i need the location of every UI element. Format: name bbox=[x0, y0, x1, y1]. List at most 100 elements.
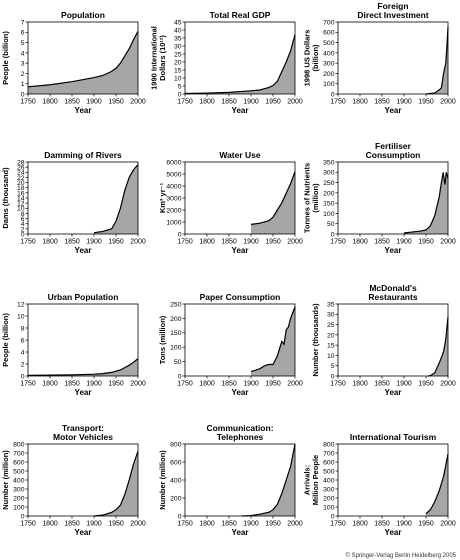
y-tick-label: 6 bbox=[21, 216, 25, 223]
y-axis-label: Number (million) bbox=[158, 450, 167, 510]
x-tick-label: 1850 bbox=[221, 99, 237, 106]
y-tick-label: 1000 bbox=[166, 219, 181, 226]
y-tick-label: 1 bbox=[21, 81, 25, 88]
series-line bbox=[250, 306, 296, 373]
x-tick-label: 1850 bbox=[374, 99, 390, 106]
y-tick-label: 0 bbox=[21, 231, 25, 238]
chart-title: Restaurants bbox=[368, 292, 417, 302]
x-axis-label: Year bbox=[232, 528, 249, 537]
x-tick-label: 2000 bbox=[287, 99, 303, 106]
area-fill bbox=[251, 171, 295, 234]
x-tick-label: 2000 bbox=[440, 381, 456, 388]
chart-title: Transport: bbox=[62, 423, 104, 433]
x-tick-label: 1950 bbox=[108, 239, 124, 246]
x-tick-label: 1900 bbox=[86, 521, 102, 528]
y-tick-label: 400 bbox=[323, 50, 335, 57]
y-tick-label: 0 bbox=[331, 513, 335, 520]
y-tick-label: 6 bbox=[21, 30, 25, 37]
chart-panel-7: Urban Population 1750 1800 1850 1900 1950 2000… bbox=[1, 292, 146, 397]
x-axis-label: Year bbox=[75, 388, 92, 397]
x-tick-label: 1950 bbox=[265, 381, 281, 388]
y-axis-label: Arrivals: bbox=[303, 465, 312, 495]
y-tick-label: 15 bbox=[174, 67, 182, 74]
x-tick-label: 1800 bbox=[42, 99, 58, 106]
y-tick-label: 250 bbox=[170, 301, 182, 308]
series-line bbox=[403, 172, 449, 234]
x-tick-label: 1900 bbox=[396, 239, 412, 246]
plot-frame bbox=[27, 21, 139, 95]
y-tick-label: 500 bbox=[323, 468, 335, 475]
x-tick-label: 1750 bbox=[330, 381, 346, 388]
x-tick-label: 2000 bbox=[440, 239, 456, 246]
y-tick-label: 3 bbox=[21, 61, 25, 68]
y-axis-label: People (billion) bbox=[1, 31, 10, 85]
y-tick-label: 20 bbox=[327, 332, 335, 339]
x-tick-label: 1800 bbox=[42, 381, 58, 388]
x-tick-label: 1950 bbox=[265, 239, 281, 246]
y-tick-label: 20 bbox=[174, 59, 182, 66]
y-tick-label: 7 bbox=[21, 19, 25, 26]
y-tick-label: 700 bbox=[323, 19, 335, 26]
chart-title: Total Real GDP bbox=[210, 10, 271, 20]
x-tick-label: 1850 bbox=[374, 521, 390, 528]
y-tick-label: 250 bbox=[323, 180, 335, 187]
x-tick-label: 1750 bbox=[177, 239, 193, 246]
x-tick-label: 1800 bbox=[199, 99, 215, 106]
x-tick-label: 1950 bbox=[418, 239, 434, 246]
chart-title: Paper Consumption bbox=[200, 292, 281, 302]
area-fill bbox=[428, 316, 448, 376]
y-tick-label: 8 bbox=[21, 325, 25, 332]
y-tick-label: 400 bbox=[323, 477, 335, 484]
y-tick-label: 25 bbox=[327, 322, 335, 329]
x-axis-label: Year bbox=[385, 106, 402, 115]
x-tick-label: 2000 bbox=[130, 521, 146, 528]
x-tick-label: 1800 bbox=[199, 521, 215, 528]
x-tick-label: 2000 bbox=[287, 381, 303, 388]
area-fill bbox=[94, 451, 138, 516]
y-tick-label: 0 bbox=[178, 373, 182, 380]
y-tick-label: 200 bbox=[13, 495, 25, 502]
x-tick-label: 1900 bbox=[396, 99, 412, 106]
x-tick-label: 1900 bbox=[396, 381, 412, 388]
y-tick-label: 200 bbox=[323, 495, 335, 502]
y-tick-label: 24 bbox=[17, 170, 25, 177]
plot-frame bbox=[184, 303, 296, 377]
y-tick-label: 500 bbox=[13, 468, 25, 475]
y-axis-label: Million People bbox=[311, 455, 320, 505]
chart-panel-12: International Tourism 1750 1800 1850 1900 195… bbox=[303, 432, 456, 537]
y-tick-label: 12 bbox=[17, 301, 25, 308]
x-tick-label: 1800 bbox=[199, 239, 215, 246]
x-tick-label: 1800 bbox=[199, 381, 215, 388]
y-tick-label: 100 bbox=[323, 81, 335, 88]
y-tick-label: 6 bbox=[21, 337, 25, 344]
y-tick-label: 0 bbox=[331, 231, 335, 238]
chart-panel-5: Water Use 1750 1800 1850 1900 1950 2000 0 1000 20… bbox=[158, 150, 303, 255]
y-axis-label: Tonnes of Nutrients bbox=[303, 163, 312, 233]
y-tick-label: 0 bbox=[178, 231, 182, 238]
x-tick-label: 1750 bbox=[20, 239, 36, 246]
chart-title: Communication: bbox=[206, 423, 273, 433]
x-tick-label: 2000 bbox=[440, 99, 456, 106]
area-fill bbox=[185, 34, 295, 94]
y-tick-label: 5 bbox=[178, 83, 182, 90]
x-tick-label: 1950 bbox=[108, 99, 124, 106]
x-tick-label: 2000 bbox=[130, 239, 146, 246]
x-tick-label: 1800 bbox=[352, 381, 368, 388]
area-fill bbox=[94, 164, 138, 234]
y-tick-label: 300 bbox=[323, 61, 335, 68]
plot-frame bbox=[27, 303, 139, 377]
y-tick-label: 300 bbox=[13, 486, 25, 493]
y-tick-label: 700 bbox=[323, 450, 335, 457]
x-tick-label: 1800 bbox=[352, 521, 368, 528]
series-line bbox=[425, 27, 449, 95]
y-tick-label: 700 bbox=[13, 450, 25, 457]
chart-panel-1: Population 1750 1800 1850 1900 1950 2000 0 1 2 3 4 5… bbox=[1, 10, 146, 115]
x-tick-label: 1750 bbox=[177, 381, 193, 388]
y-axis-label: 1998 US Dollars bbox=[303, 30, 312, 87]
y-tick-label: 100 bbox=[170, 345, 182, 352]
y-tick-label: 14 bbox=[17, 195, 25, 202]
series-line bbox=[242, 443, 296, 517]
series-line bbox=[93, 451, 139, 517]
area-fill bbox=[28, 358, 138, 376]
